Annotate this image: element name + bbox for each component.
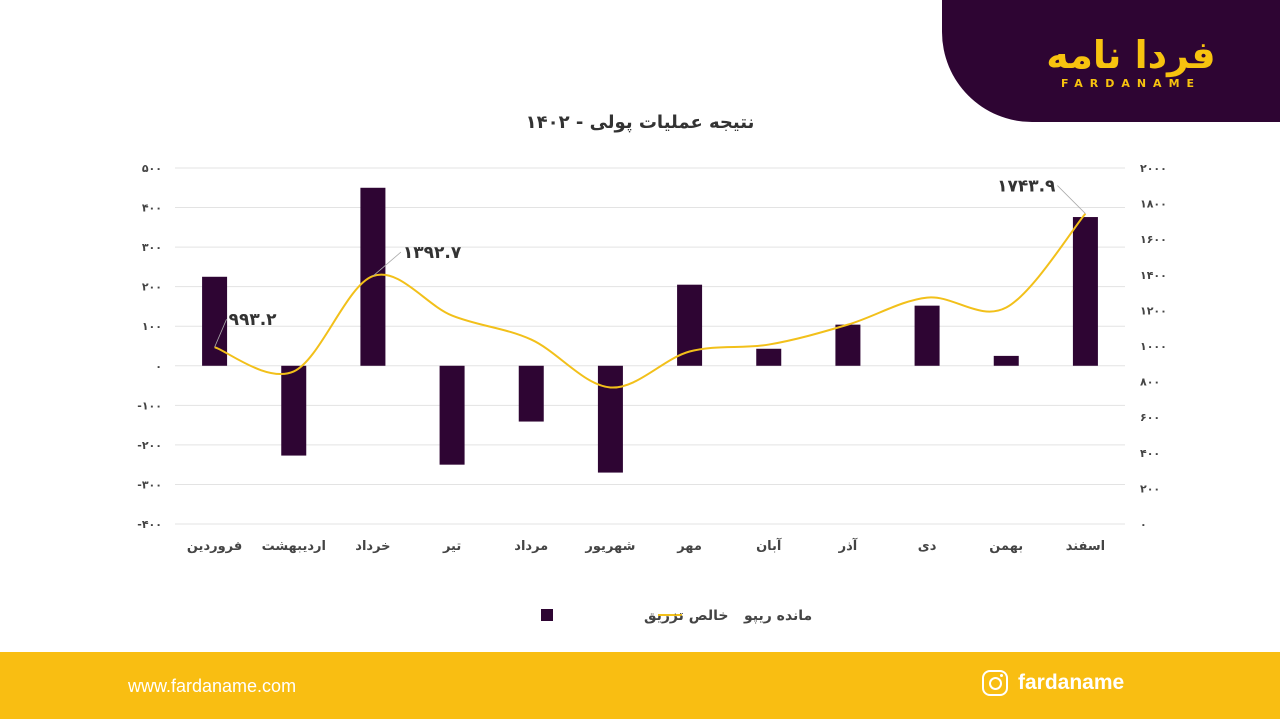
- data-label: ۹۹۳.۲: [229, 310, 278, 330]
- bar: [993, 355, 1019, 366]
- right-tick-label: ۱۴۰۰: [1140, 269, 1167, 282]
- left-tick-label: ۲۰۰: [142, 281, 162, 294]
- instagram-handle: fardaname: [1018, 671, 1125, 694]
- line-series: [214, 212, 1087, 389]
- footer: www.fardaname.com fardaname: [0, 652, 1280, 719]
- x-tick-label: اردیبهشت: [262, 539, 326, 554]
- bar: [1072, 217, 1098, 366]
- x-tick-label: خرداد: [355, 539, 390, 554]
- bar: [914, 305, 940, 366]
- right-tick-label: ۰: [1140, 518, 1147, 531]
- right-tick-label: ۱۸۰۰: [1140, 198, 1167, 211]
- bar: [677, 284, 703, 366]
- right-tick-label: ۱۰۰۰: [1140, 340, 1167, 353]
- chart: نتیجه عملیات پولی - ۱۴۰۲۵۰۰۴۰۰۳۰۰۲۰۰۱۰۰۰…: [137, 112, 1167, 624]
- bar: [439, 365, 465, 465]
- x-tick-label: شهریور: [584, 539, 635, 554]
- data-label-leader: [372, 251, 402, 277]
- legend-line-label: مانده ریپو: [743, 608, 812, 624]
- legend-bar-swatch: [541, 609, 553, 621]
- right-tick-label: ۲۰۰: [1140, 482, 1160, 495]
- bar: [597, 365, 623, 473]
- left-tick-label: ۴۰۰: [142, 202, 162, 215]
- x-tick-label: بهمن: [989, 539, 1023, 554]
- instagram-icon: [982, 670, 1008, 696]
- left-tick-label: -۴۰۰: [137, 518, 162, 531]
- right-tick-label: ۸۰۰: [1140, 376, 1160, 389]
- chart-title: نتیجه عملیات پولی - ۱۴۰۲: [526, 112, 755, 133]
- x-tick-label: دی: [918, 539, 937, 554]
- left-tick-label: -۲۰۰: [137, 439, 162, 452]
- x-tick-label: آذر: [838, 537, 858, 554]
- x-tick-label: فروردین: [187, 539, 242, 554]
- right-tick-label: ۶۰۰: [1140, 411, 1160, 424]
- bar: [518, 365, 544, 422]
- left-tick-label: -۱۰۰: [137, 399, 162, 412]
- left-tick-label: ۱۰۰: [142, 320, 162, 333]
- x-tick-label: تیر: [442, 539, 461, 554]
- instagram-link[interactable]: fardaname: [982, 670, 1124, 696]
- x-tick-label: آبان: [756, 537, 782, 554]
- logo-text-fa: فردا نامه: [1046, 32, 1216, 77]
- left-tick-label: ۳۰۰: [142, 241, 162, 254]
- x-tick-label: مهر: [676, 539, 702, 554]
- x-tick-label: مرداد: [514, 539, 548, 554]
- bar: [756, 348, 782, 366]
- data-label-leader: [214, 319, 227, 348]
- right-tick-label: ۴۰۰: [1140, 447, 1160, 460]
- right-tick-label: ۱۲۰۰: [1140, 304, 1167, 317]
- bar: [281, 365, 307, 456]
- right-tick-label: ۲۰۰۰: [1140, 162, 1167, 175]
- left-tick-label: ۰: [155, 360, 162, 373]
- logo-text-en: FARDANAME: [1060, 76, 1202, 90]
- data-label-leader: [1057, 185, 1086, 214]
- bar: [835, 324, 861, 366]
- data-label: ۱۷۴۳.۹: [997, 177, 1056, 197]
- logo: فردا نامه FARDANAME: [942, 0, 1280, 122]
- left-tick-label: -۳۰۰: [137, 478, 162, 491]
- left-tick-label: ۵۰۰: [142, 162, 162, 175]
- right-tick-label: ۱۶۰۰: [1140, 233, 1167, 246]
- data-label: ۱۳۹۲.۷: [403, 243, 462, 263]
- x-tick-label: اسفند: [1066, 539, 1105, 554]
- website-link[interactable]: www.fardaname.com: [128, 676, 297, 696]
- legend-bar-label: خالص تزریق: [644, 608, 728, 624]
